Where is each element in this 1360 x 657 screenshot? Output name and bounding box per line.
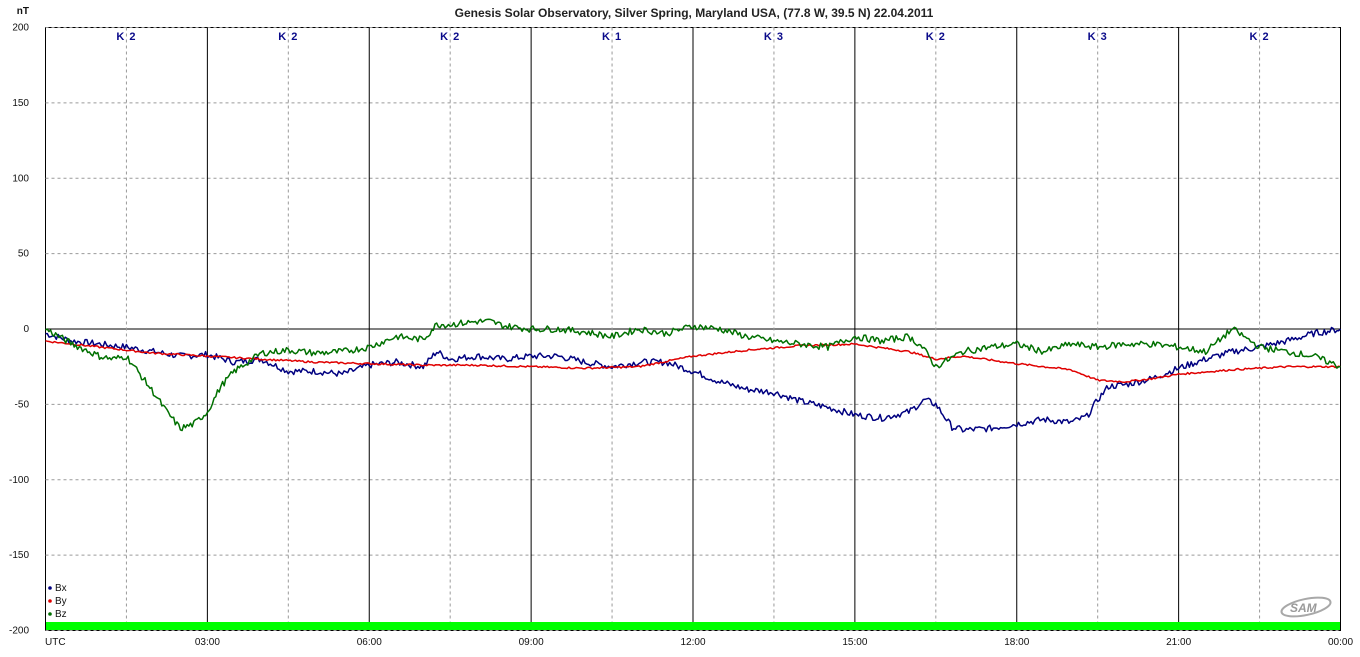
y-axis-ticks: 200 150 100 50 0 -50 -100 -150 -200 — [9, 23, 29, 637]
legend-label-bz: Bz — [55, 609, 67, 620]
series-bz-line — [45, 318, 1341, 432]
k-index-label: K 2 — [926, 31, 946, 43]
k-index-label: K 1 — [602, 31, 622, 43]
x-axis-ticks: 03:00 06:00 09:00 12:00 15:00 18:00 21:00 00:00 — [195, 637, 1354, 648]
k-index-label: K 3 — [1088, 31, 1108, 43]
k-index-label: K 3 — [764, 31, 784, 43]
y-tick-label: -100 — [9, 475, 29, 486]
x-tick-label: 21:00 — [1166, 637, 1191, 648]
x-tick-label: 12:00 — [680, 637, 705, 648]
legend-label-bx: Bx — [55, 583, 67, 594]
sam-logo: SAM — [1280, 596, 1332, 618]
y-tick-label: 0 — [23, 324, 29, 335]
x-axis-label: UTC — [45, 637, 66, 648]
y-tick-label: -50 — [15, 399, 30, 410]
y-tick-label: -200 — [9, 626, 29, 637]
legend-marker-by — [48, 599, 52, 603]
y-tick-label: 100 — [12, 173, 29, 184]
status-bar — [46, 622, 1340, 630]
legend-label-by: By — [55, 596, 67, 607]
x-tick-label: 18:00 — [1004, 637, 1029, 648]
x-tick-label: 00:00 — [1328, 637, 1353, 648]
y-tick-label: -150 — [9, 550, 29, 561]
grid-lines — [45, 27, 1341, 631]
k-index-label: K 2 — [1250, 31, 1270, 43]
y-tick-label: 150 — [12, 98, 29, 109]
x-tick-label: 09:00 — [519, 637, 544, 648]
logo-text: SAM — [1290, 601, 1318, 615]
k-index-labels: K 2 K 2 K 2 K 1 K 3 K 2 K 3 K 2 — [116, 31, 1270, 43]
legend-marker-bx — [48, 586, 52, 590]
x-tick-label: 03:00 — [195, 637, 220, 648]
series-lines — [45, 318, 1342, 433]
x-tick-label: 06:00 — [357, 637, 382, 648]
y-tick-label: 50 — [18, 249, 30, 260]
x-tick-label: 15:00 — [842, 637, 867, 648]
k-index-label: K 2 — [278, 31, 298, 43]
series-by-line — [45, 340, 1341, 384]
k-index-label: K 2 — [116, 31, 136, 43]
chart-title: Genesis Solar Observatory, Silver Spring… — [455, 6, 934, 20]
legend: Bx By Bz — [48, 583, 67, 620]
legend-marker-bz — [48, 612, 52, 616]
y-tick-label: 200 — [12, 23, 29, 34]
k-index-label: K 2 — [440, 31, 460, 43]
y-axis-unit: nT — [17, 6, 29, 17]
